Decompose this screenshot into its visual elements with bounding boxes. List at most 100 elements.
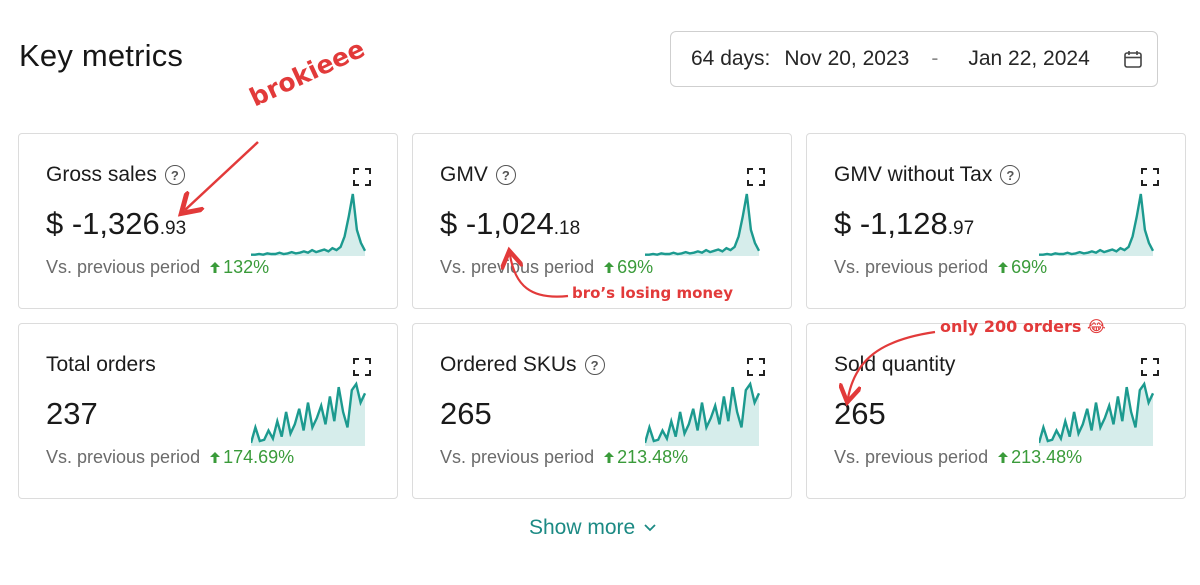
change-value: 132%	[223, 257, 270, 277]
change-value: 213.48%	[1011, 447, 1083, 467]
arrow-up-icon	[604, 262, 615, 273]
sparkline-line	[645, 381, 761, 444]
metric-value-decimal: .18	[553, 218, 581, 239]
arrow-up-icon	[210, 262, 221, 273]
change-badge: 213.48%	[604, 447, 688, 468]
sparkline-chart	[1039, 193, 1155, 256]
comparison-row: Vs. previous period 132%	[46, 257, 269, 278]
metric-card-gmv[interactable]: GMV? $ -1,024.18 Vs. previous period 69%	[412, 133, 792, 309]
metric-title-text: GMV	[440, 163, 488, 186]
sparkline-line	[251, 193, 367, 256]
change-badge: 69%	[998, 257, 1047, 278]
help-icon[interactable]: ?	[1000, 165, 1021, 185]
comparison-label: Vs. previous period	[834, 257, 989, 277]
comparison-label: Vs. previous period	[440, 447, 595, 467]
comparison-row: Vs. previous period 174.69%	[46, 447, 294, 468]
sparkline-chart	[1039, 381, 1155, 446]
metric-card-gross-sales[interactable]: Gross sales? $ -1,326.93 Vs. previous peri…	[18, 133, 398, 309]
sparkline-area	[1039, 194, 1153, 256]
sparkline-line	[1039, 381, 1155, 444]
metric-card-total-orders[interactable]: Total orders 237 Vs. previous period 174.69…	[18, 323, 398, 499]
expand-icon[interactable]	[352, 357, 372, 377]
help-icon[interactable]: ?	[495, 165, 516, 185]
comparison-label: Vs. previous period	[46, 257, 201, 277]
metric-card-gmv-without-tax[interactable]: GMV without Tax? $ -1,128.97 Vs. previous …	[806, 133, 1186, 309]
expand-icon[interactable]	[746, 357, 766, 377]
sparkline-chart	[251, 193, 367, 256]
metric-value-main: 265	[834, 396, 886, 431]
annotation-losing-money: bro’s losing money	[572, 284, 734, 302]
metric-value-main: $ -1,326	[46, 206, 160, 241]
change-value: 69%	[617, 257, 654, 277]
metric-title: GMV without Tax?	[834, 163, 1021, 187]
metric-value: 265	[440, 396, 492, 432]
annotation-brokie: brokieee	[245, 33, 370, 113]
change-badge: 132%	[210, 257, 269, 278]
comparison-row: Vs. previous period 69%	[834, 257, 1047, 278]
comparison-label: Vs. previous period	[440, 257, 595, 277]
metric-value: $ -1,326.93	[46, 206, 186, 242]
metric-value-main: $ -1,024	[440, 206, 554, 241]
sparkline-line	[251, 381, 367, 444]
change-value: 174.69%	[223, 447, 295, 467]
date-range-end: Jan 22, 2024	[968, 47, 1090, 70]
metric-title: GMV?	[440, 163, 516, 187]
annotation-only-orders: only 200 orders 😂	[940, 317, 1106, 336]
metric-value: $ -1,128.97	[834, 206, 974, 242]
metric-title-text: Total orders	[46, 353, 156, 376]
date-range-days: 64 days:	[691, 47, 771, 70]
change-badge: 69%	[604, 257, 653, 278]
change-value: 213.48%	[617, 447, 689, 467]
arrow-up-icon	[210, 452, 221, 463]
metric-card-sold-quantity[interactable]: Sold quantity 265 Vs. previous period 213.4…	[806, 323, 1186, 499]
metric-value-main: 265	[440, 396, 492, 431]
change-value: 69%	[1011, 257, 1048, 277]
comparison-row: Vs. previous period 213.48%	[834, 447, 1082, 468]
metric-value: $ -1,024.18	[440, 206, 580, 242]
comparison-label: Vs. previous period	[834, 447, 989, 467]
metric-value: 237	[46, 396, 98, 432]
metric-title: Total orders	[46, 353, 156, 377]
metric-value-main: $ -1,128	[834, 206, 948, 241]
metric-value-decimal: .97	[947, 218, 975, 239]
change-badge: 213.48%	[998, 447, 1082, 468]
metric-title: Ordered SKUs?	[440, 353, 605, 377]
sparkline-area	[251, 194, 365, 256]
sparkline-chart	[251, 381, 367, 446]
sparkline-chart	[645, 381, 761, 446]
metric-card-ordered-skus[interactable]: Ordered SKUs? 265 Vs. previous period 213.4…	[412, 323, 792, 499]
show-more-label: Show more	[529, 516, 636, 539]
metric-title-text: Gross sales	[46, 163, 157, 186]
comparison-row: Vs. previous period 69%	[440, 257, 653, 278]
sparkline-line	[645, 193, 761, 256]
comparison-row: Vs. previous period 213.48%	[440, 447, 688, 468]
date-range-picker[interactable]: 64 days: Nov 20, 2023 - Jan 22, 2024	[670, 31, 1158, 87]
date-range-separator: -	[931, 47, 939, 70]
page-title: Key metrics	[19, 38, 184, 73]
metric-title: Gross sales?	[46, 163, 185, 187]
chevron-down-icon	[644, 524, 656, 532]
sparkline-line	[1039, 193, 1155, 256]
help-icon[interactable]: ?	[584, 355, 605, 375]
calendar-icon[interactable]	[1123, 49, 1143, 69]
metric-value-main: 237	[46, 396, 98, 431]
expand-icon[interactable]	[746, 167, 766, 187]
expand-icon[interactable]	[1140, 167, 1160, 187]
arrow-up-icon	[604, 452, 615, 463]
comparison-label: Vs. previous period	[46, 447, 201, 467]
arrow-up-icon	[998, 452, 1009, 463]
show-more-button[interactable]: Show more	[529, 516, 657, 540]
sparkline-chart	[645, 193, 761, 256]
metric-value: 265	[834, 396, 886, 432]
metric-title-text: Sold quantity	[834, 353, 956, 376]
metric-title-text: Ordered SKUs	[440, 353, 577, 376]
expand-icon[interactable]	[1140, 357, 1160, 377]
arrow-up-icon	[998, 262, 1009, 273]
metric-title-text: GMV without Tax	[834, 163, 993, 186]
change-badge: 174.69%	[210, 447, 294, 468]
help-icon[interactable]: ?	[164, 165, 185, 185]
expand-icon[interactable]	[352, 167, 372, 187]
sparkline-area	[645, 194, 759, 256]
metric-title: Sold quantity	[834, 353, 955, 377]
date-range-start: Nov 20, 2023	[784, 47, 910, 70]
